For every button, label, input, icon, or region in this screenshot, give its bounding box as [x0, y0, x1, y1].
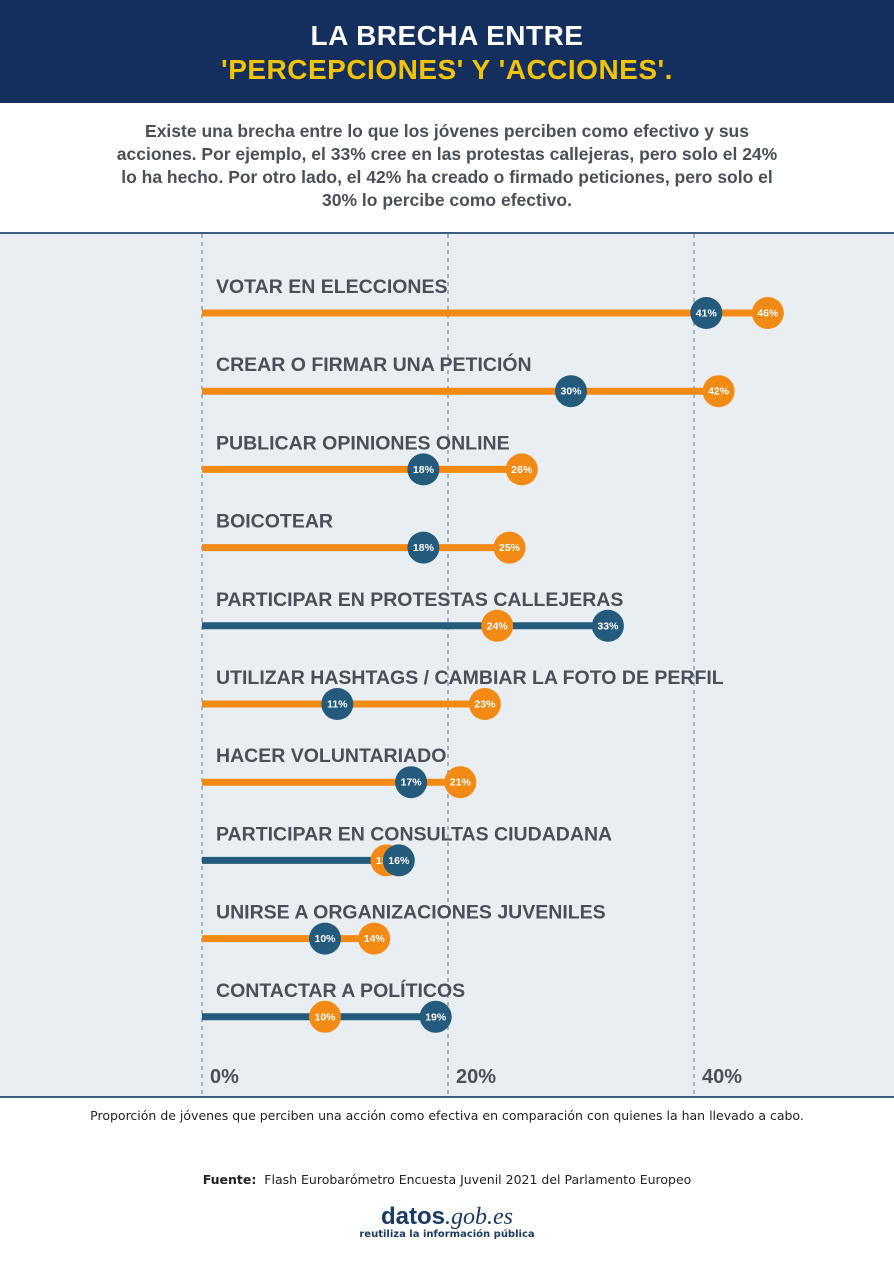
done-dot — [555, 375, 587, 408]
row-label: UNIRSE A ORGANIZACIONES JUVENILES — [216, 902, 606, 924]
perceived-dot — [468, 688, 501, 720]
row-label: VOTAR EN ELECCIONES — [216, 276, 448, 298]
done-value-label: 41% — [696, 308, 718, 320]
perceived-dot — [751, 297, 784, 329]
chart-panel: 0% 20% 40% VOTAR EN ELECCIONES 41% 46% CREAR O… — [0, 232, 894, 1098]
done-value-label: 10% — [314, 933, 336, 945]
row-label: HACER VOLUNTARIADO — [216, 745, 446, 767]
perceived-value-label: 24% — [487, 620, 509, 632]
brand-name-main: datos — [380, 1203, 445, 1230]
row-label: BOICOTEAR — [216, 511, 333, 533]
done-dot — [407, 531, 440, 564]
row-label: UTILIZAR HASHTAGS / CAMBIAR LA FOTO DE P… — [216, 667, 724, 689]
source-text: Flash Eurobarómetro Encuesta Juvenil 202… — [264, 1172, 692, 1187]
done-value-label: 11% — [327, 699, 348, 711]
perceived-dot — [702, 375, 735, 408]
brand-logo: datos.gob.es reutiliza la información pú… — [0, 1203, 894, 1240]
done-dot — [419, 1000, 452, 1033]
row-label: CREAR O FIRMAR UNA PETICIÓN — [216, 352, 532, 376]
done-value-label: 17% — [401, 777, 423, 789]
perceived-value-label: 42% — [708, 386, 730, 398]
done-dot — [591, 609, 624, 642]
perceived-dot — [444, 766, 477, 799]
done-dot — [382, 844, 415, 877]
done-value-label: 16% — [388, 855, 410, 867]
title-line-1: LA BRECHA ENTRE — [310, 20, 584, 51]
row-label: PUBLICAR OPINIONES ONLINE — [216, 432, 510, 454]
row-label: PARTICIPAR EN CONSULTAS CIUDADANA — [216, 823, 612, 845]
intro-text: Existe una brecha entre lo que los jóven… — [116, 121, 778, 210]
perceived-value-label: 21% — [450, 777, 472, 789]
brand-name-domain: .gob.es — [445, 1204, 513, 1230]
done-value-label: 33% — [597, 620, 619, 632]
brand-tagline: reutiliza la información pública — [359, 1229, 535, 1240]
x-tick-label: 20% — [456, 1066, 496, 1088]
perceived-value-label: 46% — [757, 308, 779, 320]
done-dot — [309, 922, 341, 955]
done-dot — [690, 297, 723, 329]
source-line: Fuente: Flash Eurobarómetro Encuesta Juv… — [0, 1172, 894, 1187]
perceived-dot — [493, 531, 526, 564]
source-label: Fuente: — [202, 1172, 257, 1187]
done-value-label: 18% — [413, 464, 435, 476]
done-value-label: 19% — [425, 1011, 447, 1023]
perceived-value-label: 10% — [314, 1011, 336, 1023]
dumbbell-chart: 0% 20% 40% VOTAR EN ELECCIONES 41% 46% CREAR O… — [201, 234, 784, 1096]
x-tick-label: 0% — [210, 1066, 239, 1088]
perceived-dot — [358, 922, 391, 955]
row-label: CONTACTAR A POLÍTICOS — [216, 979, 465, 1002]
chart-caption: Proporción de jóvenes que perciben una a… — [90, 1108, 804, 1123]
perceived-dot — [505, 453, 538, 486]
done-dot — [321, 688, 354, 720]
row-label: PARTICIPAR EN PROTESTAS CALLEJERAS — [216, 589, 623, 611]
perceived-dot — [309, 1000, 341, 1033]
done-value-label: 18% — [413, 542, 435, 554]
header-banner: LA BRECHA ENTRE 'PERCEPCIONES' Y 'ACCION… — [0, 0, 894, 103]
brand-name: datos.gob.es — [0, 1203, 894, 1231]
done-dot — [407, 453, 440, 486]
perceived-value-label: 14% — [364, 933, 386, 945]
done-dot — [395, 766, 428, 799]
perceived-dot — [481, 609, 514, 642]
done-value-label: 30% — [560, 386, 582, 398]
x-tick-label: 40% — [702, 1066, 742, 1088]
perceived-value-label: 23% — [474, 699, 496, 711]
perceived-value-label: 25% — [499, 542, 521, 554]
perceived-value-label: 26% — [511, 464, 533, 476]
title-line-2: 'PERCEPCIONES' Y 'ACCIONES'. — [221, 54, 673, 85]
